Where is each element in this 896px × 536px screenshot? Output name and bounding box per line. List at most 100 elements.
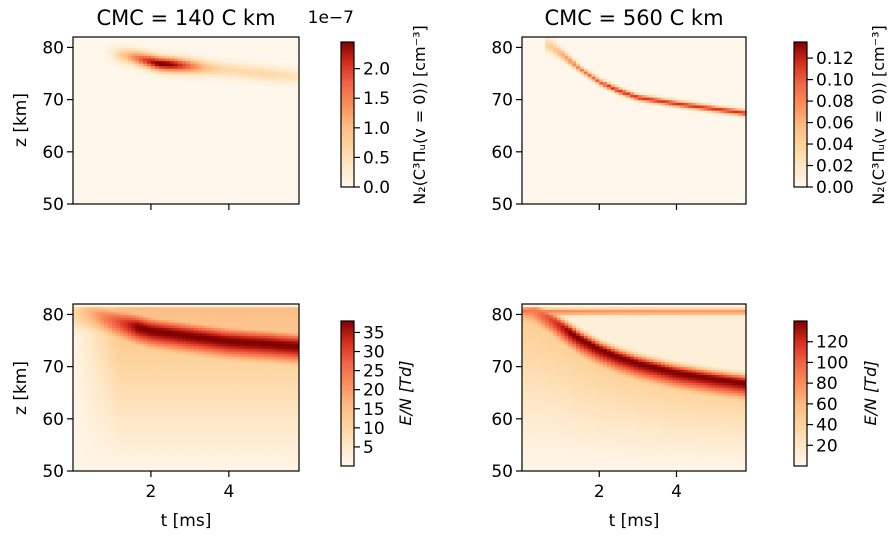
heatmap-cell: [108, 353, 113, 357]
heatmap-cell: [166, 397, 172, 402]
heatmap-cell: [279, 437, 285, 441]
heatmap-cell: [127, 52, 133, 56]
heatmap-cell: [213, 455, 218, 459]
heatmap-cell: [150, 379, 156, 383]
heatmap-cell: [88, 343, 94, 347]
heatmap-cell: [213, 460, 218, 464]
heatmap-cell: [111, 387, 117, 391]
heatmap-cell: [182, 418, 187, 423]
heatmap-cell: [722, 110, 728, 114]
heatmap-cell: [123, 60, 129, 64]
heatmap-cell: [263, 460, 269, 464]
heatmap-cell: [154, 50, 160, 54]
heatmap-cell: [104, 337, 109, 342]
heatmap-cell: [291, 337, 296, 342]
heatmap-cell: [595, 76, 600, 80]
heatmap-cell: [256, 78, 261, 82]
heatmap-cell: [123, 421, 129, 425]
heatmap-cell: [108, 387, 113, 391]
heatmap-cell: [618, 89, 624, 93]
heatmap-cell: [201, 327, 207, 331]
heatmap-cell: [560, 44, 566, 49]
heatmap-cell: [150, 463, 156, 467]
heatmap-cell: [115, 431, 121, 436]
heatmap-cell: [275, 340, 281, 344]
heatmap-cell: [100, 460, 105, 464]
heatmap-cell: [529, 418, 535, 423]
heatmap-cell: [256, 337, 261, 342]
heatmap-cell: [711, 104, 716, 109]
heatmap-cell: [76, 468, 82, 471]
heatmap-cell: [88, 324, 94, 329]
heatmap-cell: [73, 306, 78, 310]
heatmap-cell: [174, 311, 179, 316]
heatmap-cell: [263, 457, 269, 462]
heatmap-cell: [537, 413, 542, 417]
heatmap-cell: [583, 70, 589, 75]
heatmap-cell: [252, 377, 257, 381]
heatmap-cell: [228, 403, 234, 407]
heatmap-cell: [119, 468, 125, 471]
heatmap-cell: [271, 327, 277, 331]
heatmap-cell: [209, 324, 214, 329]
heatmap-cell: [139, 306, 144, 310]
heatmap-cell: [197, 324, 203, 329]
heatmap-cell: [182, 76, 187, 80]
heatmap-cell: [150, 366, 156, 370]
heatmap-cell: [201, 387, 207, 391]
heatmap-cell: [131, 327, 136, 331]
heatmap-cell: [217, 55, 222, 59]
heatmap-cell: [599, 78, 604, 82]
heatmap-cell: [154, 63, 160, 67]
heatmap-cell: [135, 395, 140, 399]
heatmap-cell: [115, 324, 121, 329]
heatmap-cell: [260, 408, 265, 412]
heatmap-cell: [260, 390, 265, 394]
heatmap-cell: [104, 311, 109, 316]
heatmap-cell: [295, 78, 299, 82]
heatmap-cell: [108, 356, 113, 360]
heatmap-cell: [252, 324, 257, 329]
heatmap-cell: [119, 306, 125, 310]
heatmap-cell: [522, 444, 527, 449]
heatmap-cell: [143, 377, 148, 381]
heatmap-cell: [252, 70, 257, 75]
heatmap-cell: [158, 324, 164, 329]
heatmap-cell: [295, 442, 299, 446]
heatmap-cell: [248, 444, 253, 449]
heatmap-cell: [260, 395, 265, 399]
heatmap-cell: [228, 327, 234, 331]
heatmap-cell: [135, 353, 140, 357]
heatmap-cell: [291, 377, 296, 381]
heatmap-cell: [170, 335, 175, 339]
heatmap-cell: [73, 366, 78, 370]
heatmap-cell: [154, 413, 160, 417]
heatmap-cell: [131, 400, 136, 404]
heatmap-cell: [287, 437, 292, 441]
heatmap-cell: [205, 340, 210, 344]
heatmap-cell: [287, 332, 292, 336]
heatmap-cell: [224, 337, 230, 342]
heatmap-cell: [119, 57, 125, 62]
heatmap-cell: [193, 468, 199, 471]
heatmap-cell: [209, 377, 214, 381]
heatmap-cell: [267, 392, 273, 396]
heatmap-cell: [193, 332, 199, 336]
heatmap-cell: [260, 330, 265, 334]
heatmap-cell: [147, 468, 152, 471]
heatmap-cell: [275, 450, 281, 454]
heatmap-cell: [100, 366, 105, 370]
heatmap-cell: [263, 366, 269, 370]
heatmap-cell: [283, 421, 288, 425]
heatmap-cell: [166, 322, 172, 326]
heatmap-cell: [115, 330, 121, 334]
heatmap-cell: [205, 317, 210, 321]
heatmap-cell: [522, 358, 527, 363]
heatmap-cell: [193, 452, 199, 456]
heatmap-cell: [139, 452, 144, 456]
heatmap-cell: [236, 460, 242, 464]
heatmap-cell: [147, 348, 152, 352]
heatmap-cell: [271, 377, 277, 381]
heatmap-cell: [92, 429, 97, 433]
